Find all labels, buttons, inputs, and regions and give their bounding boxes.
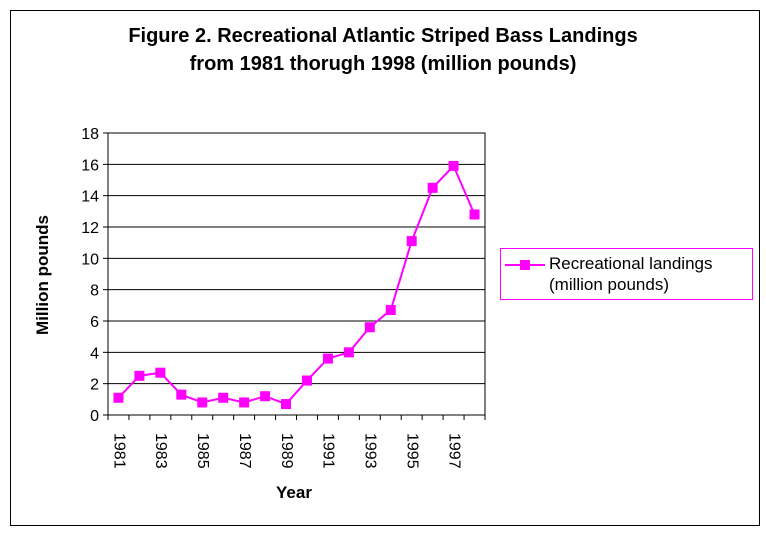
legend-label: Recreational landings (million pounds) bbox=[549, 253, 713, 295]
y-tick-label: 6 bbox=[90, 314, 99, 331]
x-axis-title: Year bbox=[276, 483, 312, 502]
data-point bbox=[218, 392, 229, 403]
y-tick-label: 8 bbox=[90, 283, 99, 300]
data-point bbox=[406, 236, 417, 247]
data-point bbox=[134, 370, 145, 381]
gridlines bbox=[108, 163, 485, 385]
x-tick-label: 1987 bbox=[236, 433, 253, 469]
x-tick-label: 1997 bbox=[445, 433, 462, 469]
y-tick-label: 0 bbox=[90, 408, 99, 425]
data-point bbox=[301, 375, 312, 386]
data-point bbox=[197, 397, 208, 408]
x-tick-label: 1983 bbox=[152, 433, 169, 469]
x-tick-label: 1989 bbox=[278, 433, 295, 469]
series-line bbox=[117, 164, 476, 406]
y-axis-title: Million pounds bbox=[33, 215, 52, 335]
y-tick-label: 10 bbox=[81, 251, 99, 268]
data-point bbox=[155, 367, 166, 378]
y-tick-label: 2 bbox=[90, 377, 99, 394]
chart-title-line-2: from 1981 thorugh 1998 (million pounds) bbox=[189, 53, 577, 75]
y-tick-label: 16 bbox=[81, 157, 99, 174]
x-tick-label: 1993 bbox=[362, 433, 379, 469]
x-tick-label: 1995 bbox=[403, 433, 420, 469]
data-point bbox=[176, 389, 187, 400]
data-point bbox=[113, 392, 124, 403]
x-axis-ticks: 1981 1983 1985 1987 1989 1991 1993 1995 1997 bbox=[107, 415, 486, 469]
data-point bbox=[364, 322, 375, 333]
x-tick-label: 1985 bbox=[194, 433, 211, 469]
y-axis-ticks: 0 2 4 6 8 10 12 14 16 18 bbox=[81, 126, 108, 425]
y-tick-label: 18 bbox=[81, 126, 99, 143]
chart-title-line-1: Figure 2. Recreational Atlantic Striped … bbox=[128, 25, 638, 47]
x-tick-label: 1981 bbox=[110, 433, 127, 469]
data-point bbox=[469, 209, 480, 220]
series-layer bbox=[113, 160, 480, 410]
data-point bbox=[448, 160, 459, 171]
legend-label-line-1: Recreational landings bbox=[549, 254, 713, 273]
y-tick-label: 12 bbox=[81, 220, 99, 237]
y-tick-label: 14 bbox=[81, 189, 99, 206]
chart-title: Figure 2. Recreational Atlantic Striped … bbox=[0, 22, 766, 78]
data-point bbox=[427, 182, 438, 193]
legend-marker-icon bbox=[505, 260, 545, 270]
chart-frame bbox=[10, 10, 760, 526]
legend-label-line-2: (million pounds) bbox=[549, 275, 669, 294]
y-tick-label: 4 bbox=[90, 345, 99, 362]
data-point bbox=[385, 305, 396, 316]
data-point bbox=[239, 397, 250, 408]
data-point bbox=[343, 347, 354, 358]
data-point bbox=[322, 353, 333, 364]
legend: Recreational landings (million pounds) bbox=[500, 248, 753, 300]
data-point bbox=[281, 399, 292, 410]
x-tick-label: 1991 bbox=[320, 433, 337, 469]
data-point bbox=[260, 391, 271, 402]
